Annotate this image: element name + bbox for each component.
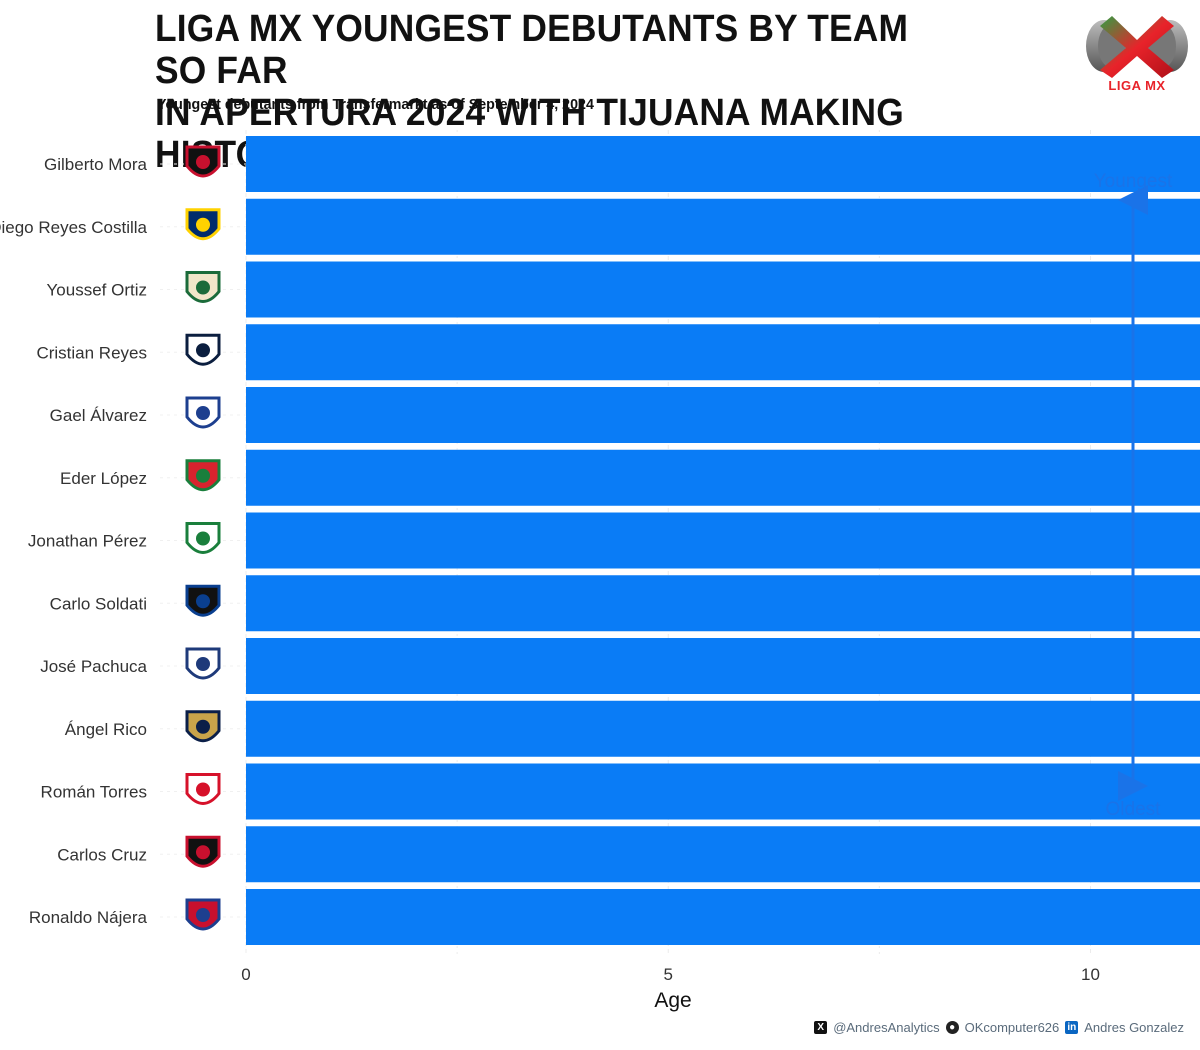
monterrey-crest-icon (185, 333, 221, 366)
player-label: Ángel Rico (65, 720, 147, 739)
san-luis-crest-icon (185, 898, 221, 931)
leon-crest-icon (185, 271, 221, 303)
bar (246, 889, 1200, 945)
bar (246, 575, 1200, 632)
chart-subtitle: Youngest debutants from Transfermarkt as… (157, 96, 594, 113)
x-axis-title: Age (654, 989, 691, 1012)
title-line-1: LIGA MX YOUNGEST DEBUTANTS BY TEAM SO FA… (155, 8, 909, 92)
bar (246, 449, 1200, 506)
linkedin-icon: in (1065, 1021, 1079, 1034)
player-label: Eder López (60, 469, 147, 488)
credit-github: OKcomputer626 (964, 1020, 1060, 1035)
player-label: Carlo Soldati (50, 594, 147, 613)
puebla-crest-icon (185, 647, 221, 680)
bar (246, 261, 1200, 318)
bar (246, 826, 1200, 883)
atlas-crest-icon (185, 835, 221, 868)
player-label: Ronaldo Nájera (29, 908, 148, 927)
pumas-crest-icon (185, 710, 221, 743)
liga-mx-x-icon (1086, 16, 1188, 78)
x-tick-label: 0 (241, 965, 250, 984)
credit-twitter: @AndresAnalytics (833, 1020, 940, 1035)
credit-linkedin: Andres Gonzalez (1084, 1020, 1184, 1035)
bar (246, 638, 1200, 694)
juarez-crest-icon (185, 459, 221, 492)
player-label: Gilberto Mora (44, 155, 148, 174)
america-crest-icon (185, 208, 221, 241)
player-label: Cristian Reyes (36, 343, 147, 362)
bar (246, 387, 1200, 443)
player-label: Carlos Cruz (57, 845, 147, 864)
player-label: Jonathan Pérez (28, 532, 147, 551)
pachuca-crest-icon (185, 396, 221, 429)
annotation-oldest: Oldest (1106, 799, 1162, 820)
liga-mx-logo: LIGA MX (1082, 8, 1192, 96)
bar (246, 136, 1200, 192)
bar (246, 512, 1200, 569)
x-twitter-icon: X (814, 1021, 828, 1034)
annotation-youngest: Youngest (1094, 171, 1173, 192)
tijuana-crest-icon (185, 145, 221, 178)
x-tick-label: 10 (1081, 965, 1100, 984)
credits: X @AndresAnalytics ● OKcomputer626 in An… (814, 1020, 1184, 1035)
bar (246, 324, 1200, 381)
player-label: José Pachuca (40, 657, 147, 676)
bar (246, 198, 1200, 255)
player-label: Román Torres (41, 783, 147, 802)
player-label: Diego Reyes Costilla (0, 218, 148, 237)
bar (246, 763, 1200, 820)
x-tick-label: 5 (664, 965, 673, 984)
github-icon: ● (945, 1021, 959, 1034)
santos-crest-icon (185, 522, 221, 554)
queretaro-crest-icon (185, 584, 221, 617)
liga-mx-logo-text: LIGA MX (1108, 78, 1166, 93)
player-label: Gael Álvarez (50, 406, 147, 425)
bar (246, 700, 1200, 757)
necaxa-crest-icon (185, 773, 221, 805)
player-label: Youssef Ortiz (47, 281, 147, 300)
